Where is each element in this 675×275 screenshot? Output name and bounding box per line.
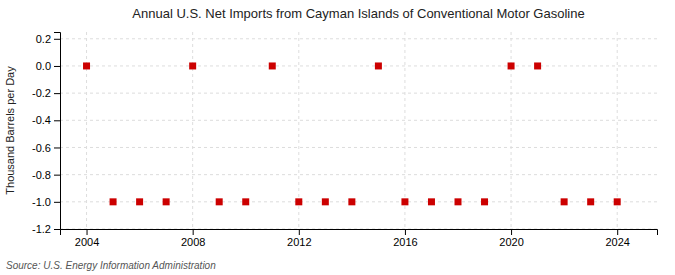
y-axis: 0.2 0.0 -0.2 -0.4 -0.6 -0.8 -1.0 -1.2 <box>32 33 60 236</box>
tick-label: 2024 <box>605 236 629 248</box>
point <box>561 198 568 205</box>
tick-mark <box>54 147 60 148</box>
tick-label: 2016 <box>393 236 417 248</box>
point <box>587 198 594 205</box>
point <box>136 198 143 205</box>
point <box>401 198 408 205</box>
plot-area: 2004 2008 2012 2016 2020 2024 0.2 0.0 -0.2 -0.4 -0… <box>32 32 657 248</box>
point <box>269 62 276 69</box>
point <box>375 62 382 69</box>
tick: -0.8 <box>32 169 60 181</box>
point <box>242 198 249 205</box>
point <box>322 198 329 205</box>
axis-line <box>61 230 658 236</box>
points <box>83 62 621 205</box>
tick-label: 2012 <box>287 236 311 248</box>
tick: 2016 <box>393 229 417 248</box>
grid-line <box>60 38 657 39</box>
tick-label: -0.8 <box>32 169 51 181</box>
tick-mark <box>511 229 512 235</box>
point <box>614 198 621 205</box>
axis-line <box>54 33 61 230</box>
point <box>508 62 515 69</box>
tick-label: -0.2 <box>32 87 51 99</box>
tick: 2008 <box>181 229 205 248</box>
tick-label: 0.2 <box>36 33 51 45</box>
grid <box>60 32 657 229</box>
point <box>83 62 90 69</box>
tick: 2020 <box>499 229 523 248</box>
tick-mark <box>54 229 60 230</box>
point <box>110 198 117 205</box>
tick-mark <box>54 93 60 94</box>
tick-mark <box>87 229 88 235</box>
chart: 2004 2008 2012 2016 2020 2024 0.2 0.0 -0.2 -0.4 -0… <box>0 0 675 275</box>
point <box>348 198 355 205</box>
point <box>163 198 170 205</box>
tick-label: 2004 <box>75 236 99 248</box>
tick-label: 2008 <box>181 236 205 248</box>
point <box>428 198 435 205</box>
tick-mark <box>54 39 60 40</box>
tick-label: 0.0 <box>36 60 51 72</box>
grid-line <box>60 120 657 121</box>
title: Annual U.S. Net Imports from Cayman Isla… <box>132 6 584 21</box>
tick: 0.0 <box>36 60 60 72</box>
tick-label: 2020 <box>499 236 523 248</box>
grid-line <box>60 174 657 175</box>
point <box>189 62 196 69</box>
tick-label: -0.4 <box>32 114 51 126</box>
grid-line <box>511 32 512 229</box>
tick-mark <box>54 202 60 203</box>
point <box>216 198 223 205</box>
tick-mark <box>54 66 60 67</box>
tick-label: -1.2 <box>32 223 51 235</box>
tick-mark <box>617 229 618 235</box>
grid-line <box>60 93 657 94</box>
tick: 2004 <box>75 229 99 248</box>
grid-line <box>60 65 657 66</box>
tick-mark <box>299 229 300 235</box>
tick: 2012 <box>287 229 311 248</box>
grid-line <box>60 147 657 148</box>
tick: 0.2 <box>36 33 60 45</box>
y-axis-title: Thousand Barrels per Day <box>4 66 16 195</box>
point <box>534 62 541 69</box>
tick-label: -0.6 <box>32 142 51 154</box>
grid-line <box>86 32 87 229</box>
tick-mark <box>405 229 406 235</box>
tick: -1.2 <box>32 223 60 235</box>
tick-mark <box>54 120 60 121</box>
tick: -0.6 <box>32 142 60 154</box>
tick-mark <box>54 175 60 176</box>
tick-label: -1.0 <box>32 196 51 208</box>
grid-line <box>192 32 193 229</box>
tick: -1.0 <box>32 196 60 208</box>
x-axis: 2004 2008 2012 2016 2020 2024 <box>61 229 658 248</box>
point <box>455 198 462 205</box>
tick: 2024 <box>605 229 629 248</box>
point <box>295 198 302 205</box>
tick: -0.4 <box>32 114 60 126</box>
point <box>481 198 488 205</box>
tick: -0.2 <box>32 87 60 99</box>
source: Source: U.S. Energy Information Administ… <box>6 260 216 271</box>
tick-mark <box>193 229 194 235</box>
